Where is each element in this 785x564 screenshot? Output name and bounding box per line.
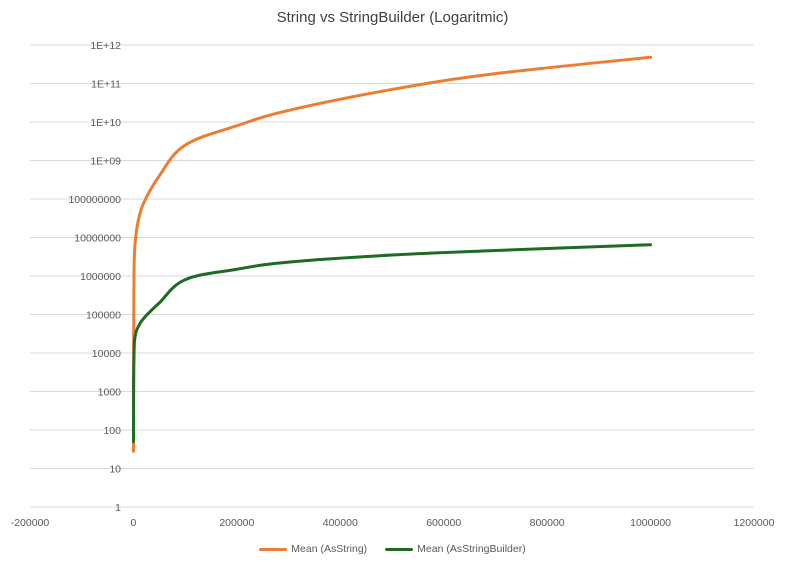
y-tick-label: 10000 <box>92 348 121 360</box>
y-tick-label: 10 <box>109 464 121 476</box>
series-line-0 <box>131 55 653 453</box>
x-tick-label: 1200000 <box>734 517 775 529</box>
y-tick-label: 10000000 <box>74 233 121 245</box>
x-tick-label: 400000 <box>323 517 358 529</box>
x-tick-label: -200000 <box>11 517 50 529</box>
legend-swatch-asstringbuilder <box>385 547 414 551</box>
x-tick-label: 600000 <box>426 517 461 529</box>
x-tick-label: 200000 <box>219 517 254 529</box>
y-tick-label: 1E+12 <box>90 40 121 52</box>
y-tick-label: 100000000 <box>68 194 121 206</box>
legend-swatch-asstring <box>259 547 288 551</box>
y-tick-label: 1000000 <box>80 271 121 283</box>
legend-label-asstringbuilder: Mean (AsStringBuilder) <box>417 543 526 555</box>
y-tick-label: 1E+09 <box>90 156 121 168</box>
legend-item-asstringbuilder: Mean (AsStringBuilder) <box>385 543 526 555</box>
legend-label-asstring: Mean (AsString) <box>291 543 368 555</box>
series-line-1 <box>131 243 653 444</box>
series-lines <box>131 55 653 453</box>
x-tick-label: 1000000 <box>630 517 671 529</box>
chart-title: String vs StringBuilder (Logaritmic) <box>276 9 509 26</box>
y-tick-label: 1E+10 <box>90 117 121 129</box>
x-tick-label: 800000 <box>530 517 565 529</box>
y-axis-ticks: 1 10 100 1000 10000 100000 1000000 10000000 1000… <box>68 40 121 514</box>
y-tick-label: 100000 <box>86 310 121 322</box>
y-tick-label: 1 <box>115 502 121 514</box>
x-axis-ticks: -200000 0 200000 400000 600000 800000 1000000 1… <box>11 517 775 529</box>
legend-item-asstring: Mean (AsString) <box>259 543 367 555</box>
legend: Mean (AsString) Mean (AsStringBuilder) <box>0 543 785 555</box>
y-tick-label: 1000 <box>98 387 122 399</box>
y-tick-label: 1E+11 <box>91 79 121 91</box>
x-tick-label: 0 <box>131 517 137 529</box>
gridlines <box>30 44 754 508</box>
y-tick-label: 100 <box>103 425 121 437</box>
